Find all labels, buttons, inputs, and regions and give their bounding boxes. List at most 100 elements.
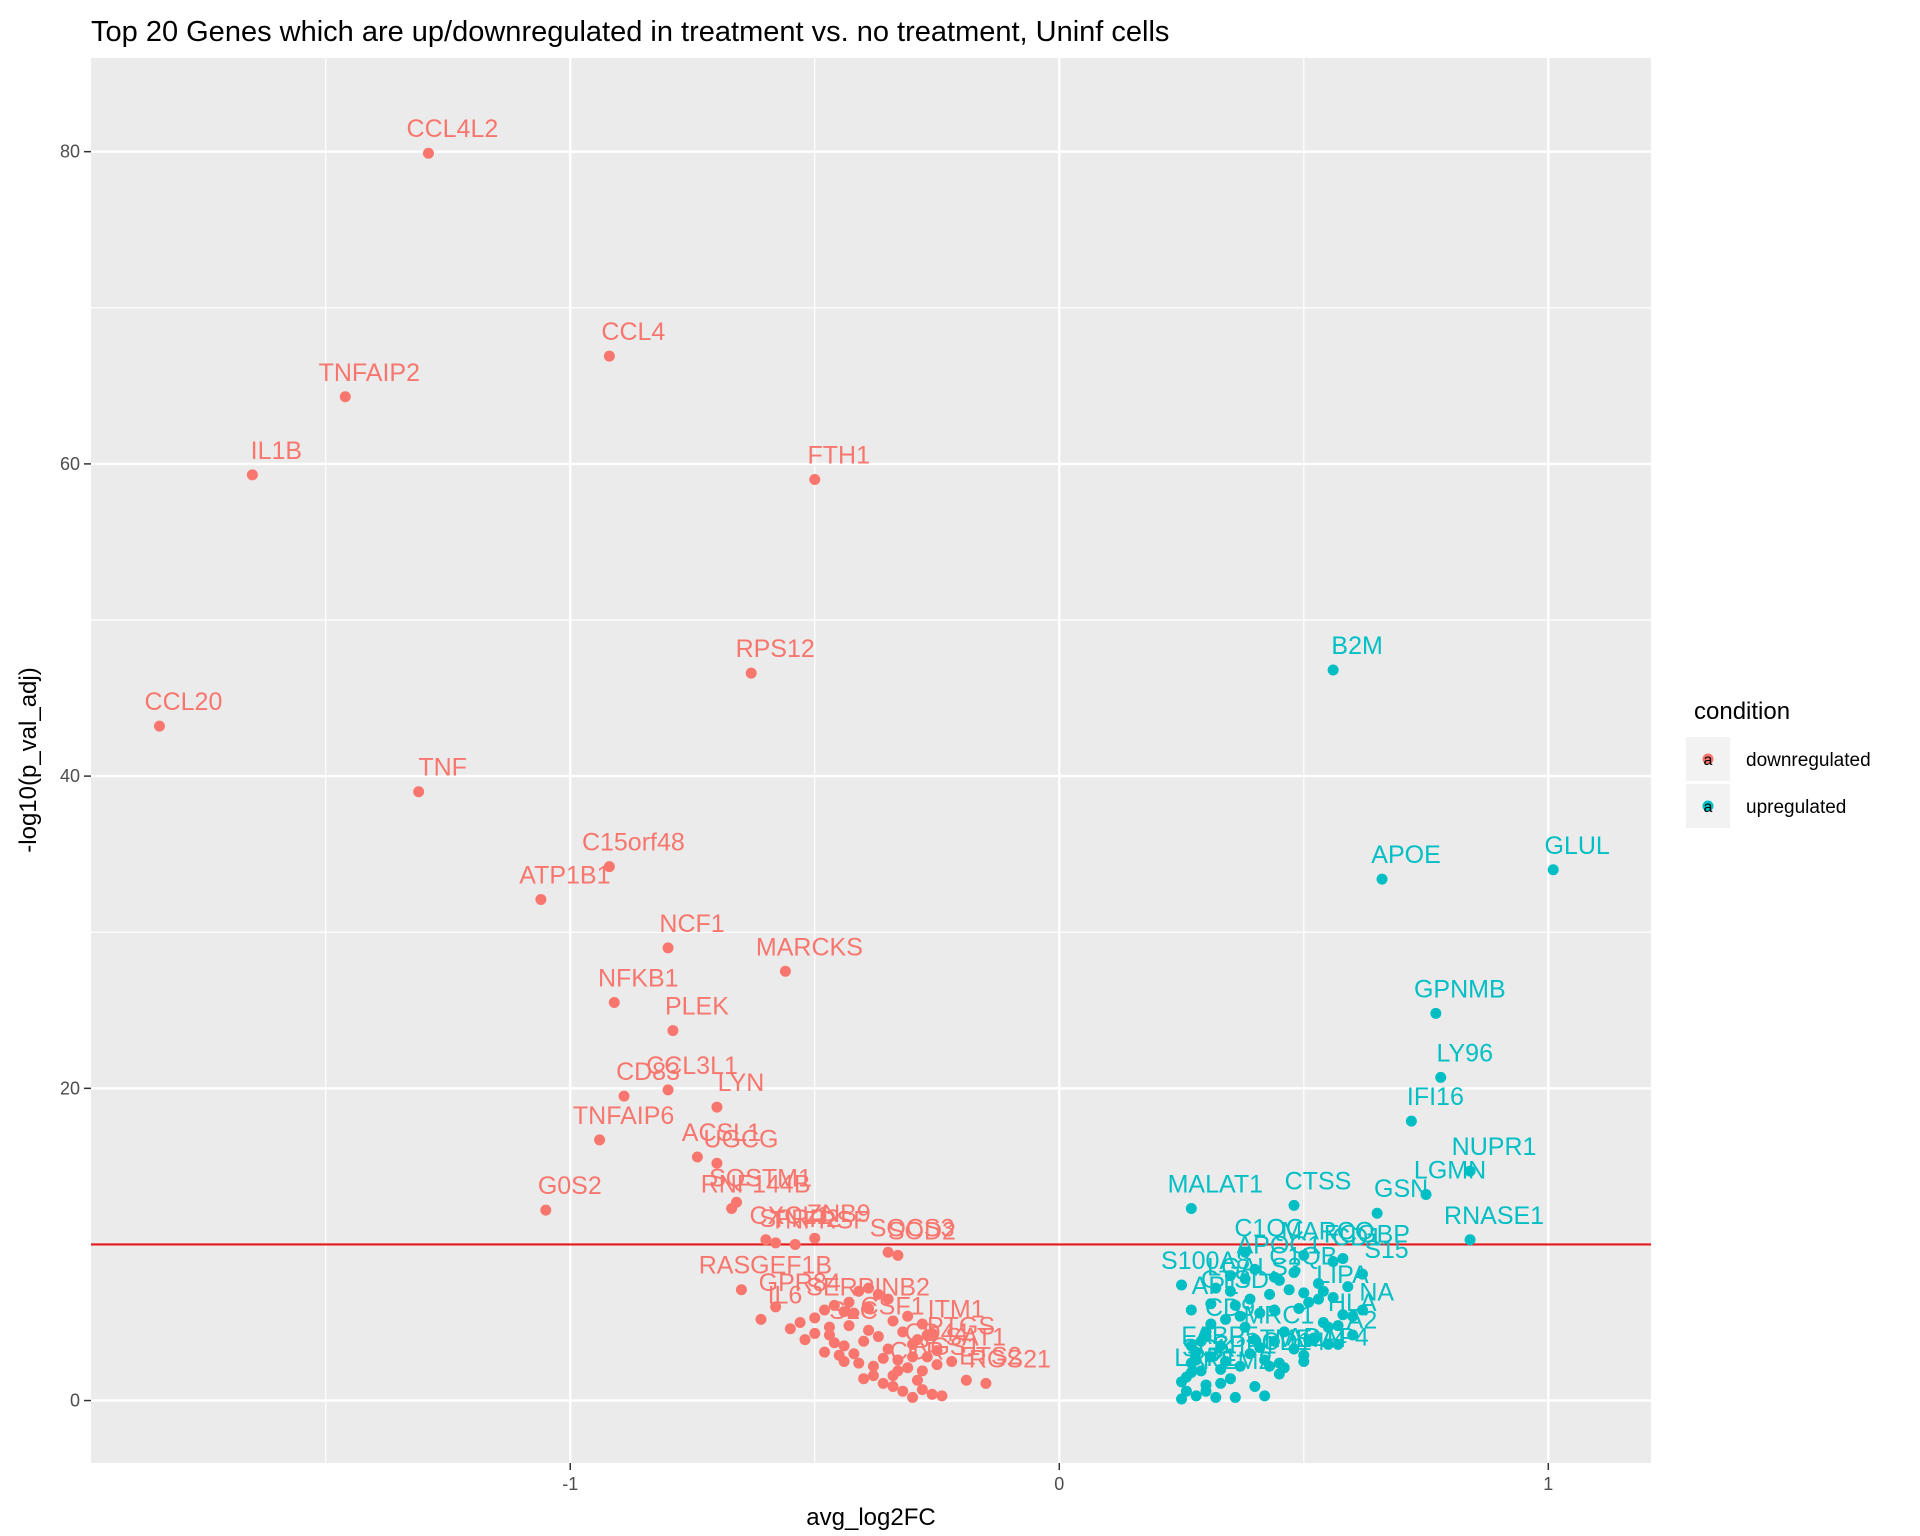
data-point bbox=[1303, 1296, 1315, 1308]
labeled-data-point bbox=[1405, 1115, 1417, 1127]
data-point bbox=[1220, 1313, 1232, 1325]
labeled-data-point bbox=[1376, 873, 1388, 885]
labeled-data-point bbox=[1249, 1263, 1261, 1275]
data-point bbox=[1195, 1335, 1207, 1347]
y-tick-label: 40 bbox=[60, 766, 80, 786]
point-label: NFKB1 bbox=[598, 964, 679, 992]
data-point bbox=[1288, 1343, 1300, 1355]
data-point bbox=[843, 1296, 855, 1308]
point-label: C15orf48 bbox=[582, 829, 685, 857]
point-labels: CCL4L2 CCL4 TNFAIP2 IL1B FTH1 RPS12 CCL20 TNF C1… bbox=[145, 115, 1610, 1375]
data-point bbox=[1239, 1273, 1251, 1285]
point-label: FCGBP bbox=[1324, 1220, 1410, 1248]
labeled-data-point bbox=[1420, 1188, 1432, 1200]
data-point bbox=[867, 1370, 879, 1382]
labeled-data-point bbox=[1273, 1274, 1285, 1286]
data-point bbox=[848, 1307, 860, 1319]
grid-lines bbox=[91, 58, 1651, 1463]
data-point bbox=[916, 1384, 928, 1396]
data-point bbox=[1244, 1293, 1256, 1305]
labeled-data-point bbox=[1371, 1207, 1383, 1219]
point-label: MARCKS bbox=[756, 933, 863, 961]
labeled-data-point bbox=[422, 147, 434, 159]
labeled-data-point bbox=[662, 1084, 674, 1096]
point-label: CCL3L1 bbox=[646, 1052, 738, 1080]
point-label: CXCL1 bbox=[750, 1202, 831, 1230]
point-label: SGK1 bbox=[1182, 1334, 1249, 1362]
labeled-data-point bbox=[1327, 664, 1339, 676]
data-point bbox=[1327, 1292, 1339, 1304]
labeled-data-point bbox=[711, 1101, 723, 1113]
data-point bbox=[1347, 1329, 1359, 1341]
data-point bbox=[863, 1282, 875, 1294]
x-tick-label: -1 bbox=[562, 1474, 578, 1494]
x-axis-title: avg_log2FC bbox=[806, 1504, 935, 1531]
legend-entry-label: downregulated bbox=[1746, 750, 1871, 771]
labeled-data-point bbox=[1288, 1199, 1300, 1211]
point-label: GLUL bbox=[1545, 832, 1610, 860]
data-point bbox=[902, 1362, 914, 1374]
data-point bbox=[1234, 1310, 1246, 1322]
point-label: S15 bbox=[1364, 1236, 1408, 1264]
legend-key-glyph: a bbox=[1704, 799, 1713, 816]
data-point bbox=[1215, 1377, 1227, 1389]
point-label: LRP1 bbox=[1174, 1344, 1237, 1372]
labeled-data-point bbox=[887, 1370, 899, 1382]
point-label: MALAT1 bbox=[1168, 1171, 1263, 1199]
point-label: SQSTM1 bbox=[709, 1164, 812, 1192]
labeled-data-point bbox=[1185, 1366, 1197, 1378]
data-point bbox=[1303, 1334, 1315, 1346]
labeled-data-point bbox=[745, 667, 757, 679]
point-label: RPS12 bbox=[736, 635, 815, 663]
data-point bbox=[867, 1360, 879, 1372]
data-point bbox=[1224, 1373, 1236, 1385]
chart-title: Top 20 Genes which are up/downregulated … bbox=[91, 16, 1169, 48]
labeled-data-point bbox=[1464, 1165, 1476, 1177]
point-label: NUPR1 bbox=[1452, 1133, 1537, 1161]
point-label: SERPINB2 bbox=[806, 1274, 930, 1302]
point-label: RNF144B bbox=[701, 1171, 811, 1199]
labeled-data-point bbox=[246, 469, 258, 481]
point-label: C1QB bbox=[1269, 1242, 1337, 1270]
data-point bbox=[1332, 1320, 1344, 1332]
point-label: ATP1B1 bbox=[519, 861, 610, 889]
data-point bbox=[897, 1385, 909, 1397]
data-point bbox=[1229, 1299, 1241, 1311]
data-point bbox=[1322, 1338, 1334, 1350]
labeled-data-point bbox=[1312, 1293, 1324, 1305]
data-points bbox=[153, 147, 1559, 1405]
data-point bbox=[1180, 1385, 1192, 1397]
point-label: CCL4L2 bbox=[407, 115, 499, 143]
labeled-data-point bbox=[1332, 1338, 1344, 1350]
data-point bbox=[1278, 1326, 1290, 1338]
data-point bbox=[1239, 1321, 1251, 1333]
labeled-data-point bbox=[1322, 1321, 1334, 1333]
point-label: TNFAIP2 bbox=[319, 359, 420, 387]
labeled-data-point bbox=[1249, 1334, 1261, 1346]
point-label: SFRP2 bbox=[759, 1205, 840, 1233]
labeled-data-point bbox=[726, 1203, 738, 1215]
labeled-data-point bbox=[1200, 1379, 1212, 1391]
y-tick-label: 60 bbox=[60, 454, 80, 474]
point-label: UGCG bbox=[703, 1125, 778, 1153]
data-point bbox=[819, 1346, 831, 1358]
data-point bbox=[809, 1312, 821, 1324]
data-point bbox=[853, 1285, 865, 1297]
legend: condition a downregulated a upregulated bbox=[1686, 698, 1871, 828]
point-label: LY96 bbox=[1436, 1039, 1493, 1067]
legend-key-point bbox=[1702, 753, 1714, 765]
point-label: LIPA bbox=[1316, 1261, 1369, 1289]
point-label: B2M bbox=[1331, 632, 1382, 660]
data-point bbox=[916, 1318, 928, 1330]
labeled-data-point bbox=[603, 350, 615, 362]
x-tick-label: 0 bbox=[1054, 1474, 1064, 1494]
point-label: CCR bbox=[890, 1338, 944, 1366]
labeled-data-point bbox=[1356, 1268, 1368, 1280]
labeled-data-point bbox=[1224, 1285, 1236, 1297]
point-label: RGS21 bbox=[969, 1345, 1051, 1373]
data-point bbox=[892, 1354, 904, 1366]
data-point bbox=[1337, 1309, 1349, 1321]
data-point bbox=[897, 1326, 909, 1338]
data-point bbox=[931, 1359, 943, 1371]
